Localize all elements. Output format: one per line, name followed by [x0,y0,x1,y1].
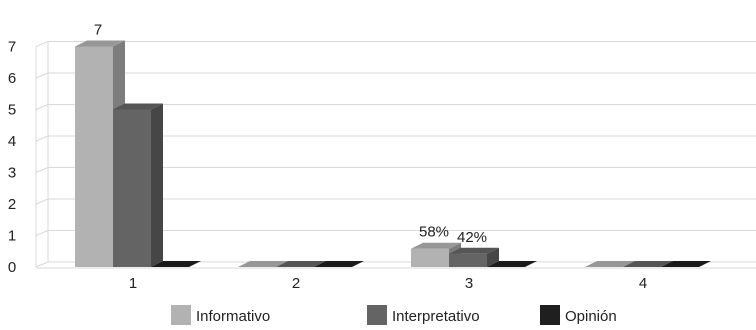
y-tick-label: 5 [8,102,16,119]
x-tick-label: 1 [129,275,137,292]
bar [151,261,201,267]
data-label: 7 [94,22,102,39]
bar [113,103,163,267]
bar [276,261,326,267]
bar-top [113,103,163,110]
bar-front [449,253,487,267]
legend-label: Opinión [565,308,617,325]
data-label: 42% [457,229,487,246]
bar-front [113,109,151,267]
bar-top [585,261,635,267]
bar-top [449,247,499,254]
gridline-tick [35,41,49,47]
gridline-tick [35,72,49,79]
x-tick-label: 4 [639,275,647,292]
gridline-tick [35,135,49,142]
bar [623,261,673,267]
gridline-tick [35,104,49,110]
legend-label: Interpretativo [392,308,480,325]
legend-swatch [171,305,191,325]
gridline-tick [35,167,49,173]
bar-top [151,261,201,267]
bar-front [411,248,449,267]
bar [449,247,499,267]
y-tick-label: 1 [8,228,16,245]
y-tick-label: 3 [8,165,16,182]
gridline-tick [35,230,49,236]
bar [75,40,125,267]
x-tick-label: 2 [292,275,300,292]
bar-top [661,261,711,267]
bar [238,261,288,267]
bar-side [487,247,499,267]
gridline-tick [35,261,49,268]
gridline-tick [35,198,49,205]
x-tick-label: 3 [465,275,473,292]
bar-front [75,46,113,267]
y-tick-label: 4 [8,133,16,150]
bar [314,261,364,267]
bar-top [276,261,326,267]
bar-top [623,261,673,267]
bar-top [238,261,288,267]
legend-swatch [367,305,387,325]
legend-label: Informativo [196,308,270,325]
bar-top [75,40,125,47]
y-tick-label: 2 [8,196,16,213]
y-tick-label: 6 [8,70,16,87]
bar [661,261,711,267]
y-tick-label: 7 [8,39,16,56]
bar-top [411,242,461,249]
bar-top [487,261,537,267]
y-tick-label: 0 [8,259,16,276]
bar-side [151,103,163,267]
bar-top [314,261,364,267]
legend-swatch [540,305,560,325]
data-label: 58% [419,224,449,241]
bar [585,261,635,267]
bar [487,261,537,267]
